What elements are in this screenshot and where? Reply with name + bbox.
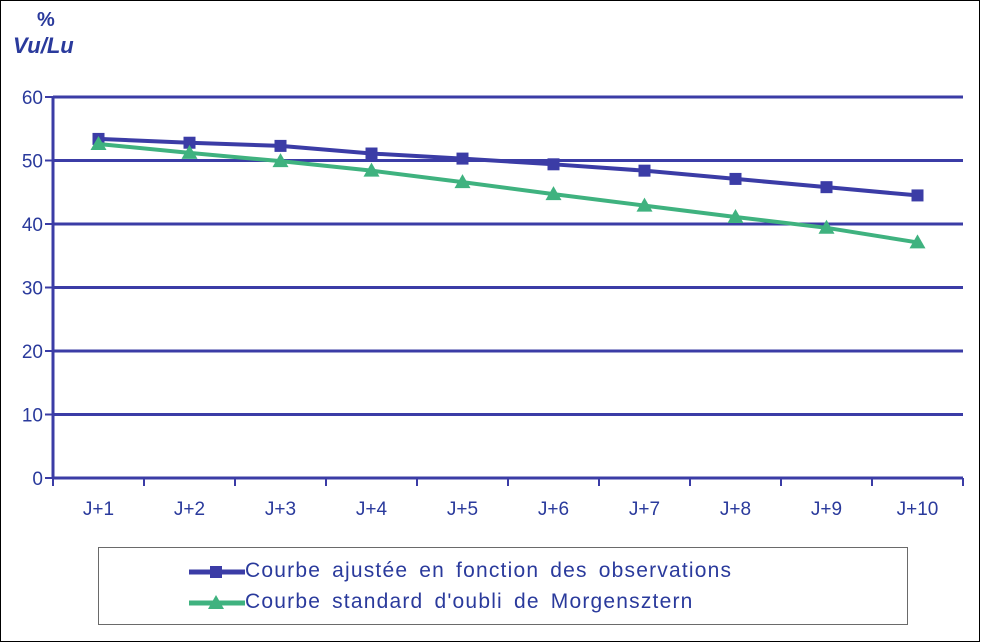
data-point-s2-J+9 (818, 219, 835, 234)
series-1 (92, 132, 924, 202)
data-point-s2-J+5 (454, 174, 471, 189)
data-point-s2-J+8 (727, 209, 744, 224)
legend-square-marker-icon (189, 566, 245, 578)
y-tick-label-0: 0 (32, 469, 43, 490)
series (90, 132, 926, 249)
data-point-s1-J+3 (274, 139, 287, 152)
tick-labels: 0 10 20 30 40 50 60 J+1 J+2 J+3 J+4 J+5 J+6 J+7 J+8 J+9… (22, 88, 939, 520)
data-point-s2-J+7 (636, 197, 653, 212)
legend-triangle-marker-icon (189, 595, 245, 609)
axes (45, 96, 964, 486)
data-point-s1-J+9 (820, 181, 833, 194)
y-tick-label-30: 30 (22, 279, 43, 300)
legend-label-series-2: Courbe standard d'oubli de Morgensztern (245, 590, 694, 613)
series-line-2 (98, 141, 918, 245)
x-tick-label-J+7: J+7 (629, 499, 660, 520)
x-tick-label-J+8: J+8 (720, 499, 751, 520)
x-tick-label-J+9: J+9 (811, 499, 842, 520)
data-point-s1-J+7 (638, 164, 651, 177)
y-tick-label-10: 10 (22, 406, 43, 427)
y-unit-label: % (37, 9, 55, 31)
y-tick-label-40: 40 (22, 215, 43, 236)
data-point-s1-J+5 (456, 152, 469, 165)
y-tick-label-60: 60 (22, 88, 43, 109)
data-point-s2-J+3 (272, 153, 289, 168)
data-point-s2-J+6 (545, 186, 562, 201)
data-point-s1-J+4 (365, 147, 378, 160)
x-tick-label-J+4: J+4 (356, 499, 388, 520)
x-tick-label-J+3: J+3 (265, 499, 296, 520)
y-axis-label: Vu/Lu (13, 33, 74, 58)
x-tick-label-J+10: J+10 (897, 499, 939, 520)
data-point-s2-J+2 (181, 144, 198, 159)
data-point-s1-J+10 (911, 189, 924, 202)
series-2 (90, 135, 926, 249)
x-tick-label-J+6: J+6 (538, 499, 569, 520)
data-point-s2-J+4 (363, 162, 380, 177)
data-point-s1-J+8 (729, 172, 742, 185)
x-tick-label-J+2: J+2 (174, 499, 205, 520)
data-point-s2-J+1 (90, 135, 107, 150)
line-chart: 0 10 20 30 40 50 60 J+1 J+2 J+3 J+4 J+5 J+6 J+7 J+8 J+9… (22, 88, 964, 520)
legend-label-series-1: Courbe ajustée en fonction des observati… (245, 559, 733, 582)
y-tick-label-20: 20 (22, 342, 43, 363)
x-tick-label-J+1: J+1 (83, 499, 114, 520)
data-point-s1-J+2 (183, 136, 196, 149)
series-line-1 (98, 136, 918, 198)
legend: Courbe ajustée en fonction des observati… (98, 547, 908, 625)
data-point-s1-J+6 (547, 158, 560, 171)
x-tick-label-J+5: J+5 (447, 499, 478, 520)
data-point-s2-J+10 (909, 234, 926, 249)
y-tick-label-50: 50 (22, 152, 43, 173)
